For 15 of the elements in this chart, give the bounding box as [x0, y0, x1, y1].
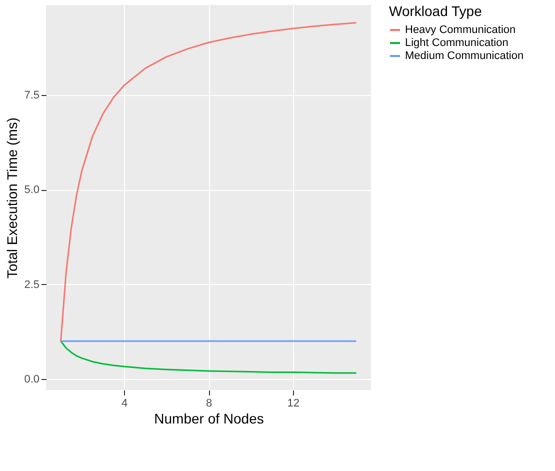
legend-label: Light Communication	[405, 37, 508, 49]
line-series	[60, 340, 357, 374]
legend-title: Workload Type	[389, 3, 482, 19]
line-series	[60, 22, 357, 342]
y-tick-label: 7.5	[24, 89, 40, 102]
y-tick-label: 2.5	[24, 278, 40, 291]
y-tick-label: 0.0	[24, 374, 40, 386]
x-tick-label: 8	[206, 398, 212, 410]
legend-label: Heavy Communication	[405, 24, 516, 36]
x-axis-title: Number of Nodes	[154, 410, 264, 426]
y-axis-title: Total Execution Time (ms)	[4, 117, 20, 279]
x-tick-label: 12	[287, 398, 300, 410]
y-tick-label: 5.0	[24, 184, 40, 196]
legend-label: Medium Communication	[405, 50, 524, 62]
x-tick-label: 4	[122, 398, 128, 410]
